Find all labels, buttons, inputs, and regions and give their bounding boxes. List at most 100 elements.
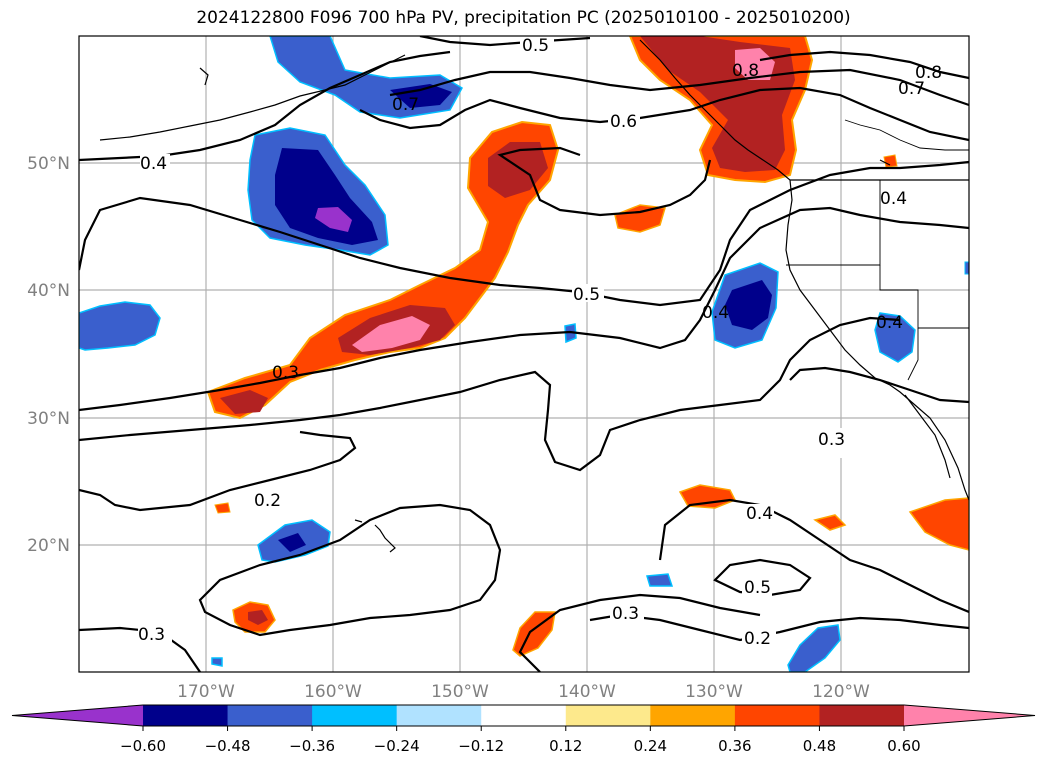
colorbar-segment bbox=[734, 705, 820, 726]
coast-vancouver-inland bbox=[879, 159, 891, 166]
precip-neg-gulf-alaska-core bbox=[390, 84, 452, 108]
map-title: 2024122800 F096 700 hPa PV, precipitatio… bbox=[196, 8, 851, 28]
lon-label: 140°W bbox=[558, 682, 616, 702]
colorbar-segment bbox=[396, 705, 482, 726]
lat-label: 40°N bbox=[27, 281, 70, 301]
pv-contours bbox=[79, 36, 969, 672]
contour-label: 0.4 bbox=[876, 313, 903, 333]
colorbar-tick-label: −0.24 bbox=[374, 737, 420, 755]
contour-label: 0.6 bbox=[610, 112, 637, 132]
map-layers bbox=[79, 36, 969, 672]
contour-label: 0.8 bbox=[732, 61, 759, 81]
contour-0.7 bbox=[389, 68, 969, 107]
precip-pos-spot-f bbox=[214, 502, 231, 514]
contour-0.2 bbox=[79, 430, 357, 512]
colorbar-tick-label: 0.12 bbox=[549, 737, 582, 755]
lat-label: 20°N bbox=[27, 536, 70, 556]
precip-neg-northwest-peak bbox=[315, 207, 352, 232]
colorbar-segment bbox=[481, 705, 567, 726]
colorbar-extension-low bbox=[12, 705, 143, 726]
contour-label: 0.3 bbox=[138, 625, 165, 645]
colorbar-tick-label: 0.36 bbox=[718, 737, 751, 755]
contour-label: 0.7 bbox=[392, 95, 419, 115]
colorbar-segment bbox=[312, 705, 398, 726]
lon-label: 160°W bbox=[304, 682, 362, 702]
precip-shading bbox=[79, 36, 969, 672]
colorbar-tick-label: 0.24 bbox=[634, 737, 667, 755]
colorbar-tick-label: −0.12 bbox=[458, 737, 504, 755]
border-canada-provinces bbox=[844, 119, 969, 151]
colorbar-segment bbox=[819, 705, 905, 726]
contour-label: 0.7 bbox=[898, 79, 925, 99]
colorbar-segment bbox=[143, 705, 229, 726]
contour-label: 0.2 bbox=[744, 629, 771, 649]
contour-label: 0.3 bbox=[818, 430, 845, 450]
contour-label: 0.4 bbox=[702, 303, 729, 323]
map-frame bbox=[78, 35, 970, 673]
colorbar-segment bbox=[227, 705, 313, 726]
coast-aleutians bbox=[99, 54, 406, 141]
contour-0.4 bbox=[79, 206, 969, 412]
precip-neg-hawaii-core bbox=[278, 533, 306, 552]
precip-pos-spot-g bbox=[883, 154, 898, 168]
colorbar-tick-label: −0.36 bbox=[289, 737, 335, 755]
lat-label: 30°N bbox=[27, 409, 70, 429]
lon-label: 150°W bbox=[431, 682, 489, 702]
precip-pos-bc-coast-peak bbox=[735, 48, 775, 80]
contour-0.5-top bbox=[419, 36, 591, 47]
contour-label: 0.5 bbox=[522, 36, 549, 56]
latitude-labels: 50°N 40°N 30°N 20°N bbox=[27, 154, 70, 556]
contour-label: 0.4 bbox=[140, 154, 167, 174]
precip-neg-offshore-core bbox=[725, 280, 772, 330]
lon-label: 170°W bbox=[177, 682, 235, 702]
colorbar-tick-label: −0.48 bbox=[205, 737, 251, 755]
longitude-labels: 170°W 160°W 150°W 140°W 130°W 120°W bbox=[177, 682, 870, 702]
precip-pos-river-peak bbox=[352, 316, 430, 352]
coast-north-america-west bbox=[639, 39, 969, 501]
coast-hawaiian-islands bbox=[374, 524, 396, 553]
contour-0.4-south bbox=[658, 498, 969, 614]
colorbar-segment bbox=[650, 705, 736, 726]
lon-label: 120°W bbox=[812, 682, 870, 702]
precip-neg-spot-b bbox=[646, 573, 674, 587]
precip-neg-northwest-core bbox=[275, 148, 378, 245]
precip-pos-spot-d-core bbox=[248, 610, 268, 625]
contour-0.3-south-loop bbox=[198, 503, 502, 637]
contour-labels: 0.5 0.8 0.8 0.7 0.7 0.6 0.4 0.4 0.5 0.4 … bbox=[138, 36, 942, 649]
coast-baja-california bbox=[904, 394, 951, 479]
precip-neg-edge-spot bbox=[964, 261, 969, 275]
contour-0.5-loop bbox=[497, 146, 712, 217]
coast-hawaii-kauai bbox=[354, 519, 363, 523]
contour-label: 0.4 bbox=[880, 189, 907, 209]
contour-0.3 bbox=[79, 316, 901, 472]
precip-neg-spot-c bbox=[211, 657, 223, 667]
colorbar-segment bbox=[565, 705, 651, 726]
contour-0.3-south-east bbox=[589, 613, 969, 642]
contour-label: 0.3 bbox=[272, 363, 299, 383]
contour-label: 0.8 bbox=[915, 63, 942, 83]
colorbar: −0.60 −0.48 −0.36 −0.24 −0.12 0.12 0.24 0.36 0.4… bbox=[11, 704, 1036, 755]
colorbar-extension-high bbox=[904, 705, 1035, 726]
border-us-mexico bbox=[907, 328, 919, 381]
contour-0.3-east bbox=[789, 366, 969, 404]
contour-0.8 bbox=[759, 50, 969, 80]
precip-pos-spot-c bbox=[813, 514, 847, 531]
contour-0.2-south bbox=[518, 593, 761, 672]
precip-neg-south-east bbox=[787, 624, 841, 672]
contour-label: 0.2 bbox=[254, 491, 281, 511]
contour-0.5 bbox=[79, 160, 969, 307]
precip-neg-california bbox=[874, 312, 916, 363]
contour-label: 0.5 bbox=[744, 578, 771, 598]
contour-label: 0.4 bbox=[746, 504, 773, 524]
coastlines bbox=[99, 39, 969, 553]
lon-label: 130°W bbox=[685, 682, 743, 702]
contour-label: 0.3 bbox=[612, 604, 639, 624]
precip-pos-mexico bbox=[908, 497, 969, 551]
precip-neg-west-edge bbox=[79, 301, 161, 351]
colorbar-tick-label: −0.60 bbox=[120, 737, 166, 755]
border-us-states-central bbox=[879, 265, 969, 329]
colorbar-tick-label: 0.60 bbox=[887, 737, 920, 755]
colorbar-tick-label: 0.48 bbox=[803, 737, 836, 755]
precip-pos-river-tail bbox=[220, 390, 268, 414]
